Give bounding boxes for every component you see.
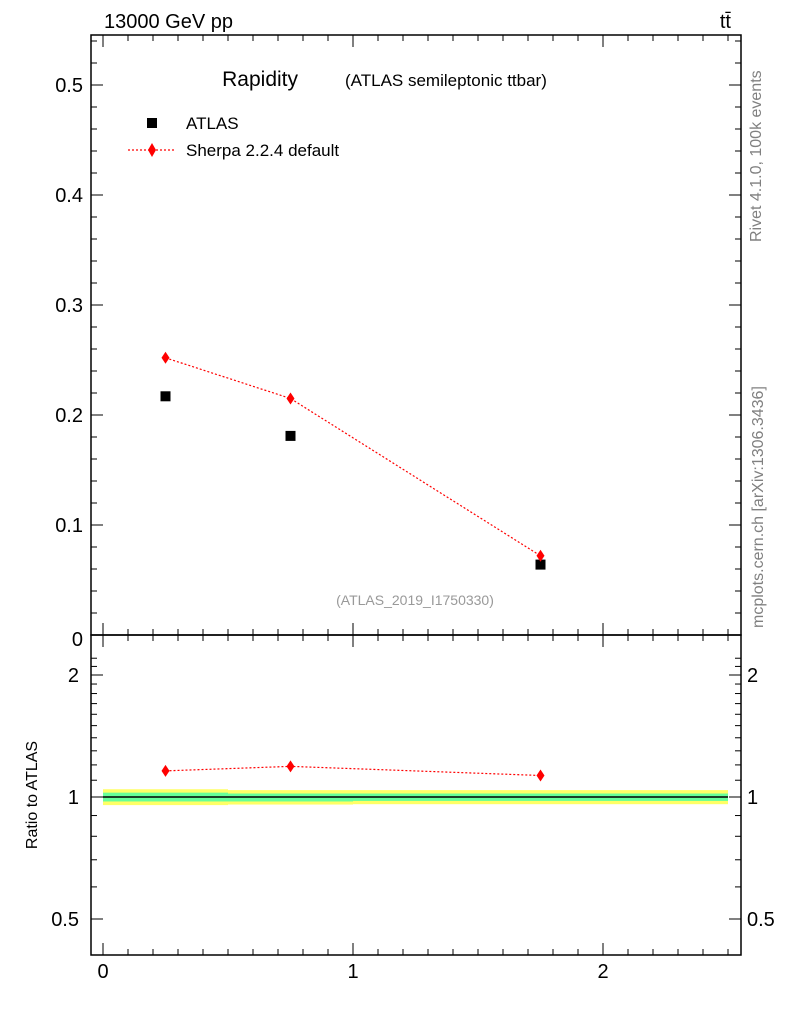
main-y-tick-label: 0.1 xyxy=(55,515,83,537)
ratio-uncertainty-bands xyxy=(103,789,728,806)
main-y-tick-label: 0.4 xyxy=(55,185,83,207)
ratio-y-tick-label-left: 0.5 xyxy=(51,909,79,931)
ratio-sherpa-point xyxy=(536,769,545,782)
atlas-point xyxy=(160,391,171,402)
sherpa-point xyxy=(536,549,545,562)
atlas-point xyxy=(535,559,546,570)
ratio-panel: 0.5 0.5 1 1 2 2 Ratio to ATLAS xyxy=(24,634,775,956)
legend: ATLAS Sherpa 2.2.4 default xyxy=(128,114,339,160)
x-tick-label: 2 xyxy=(597,961,608,983)
ratio-y-tick-label-right: 2 xyxy=(747,665,758,687)
x-tick-labels: 0 1 2 xyxy=(97,961,608,983)
ratio-y-tick-label-left: 1 xyxy=(68,787,79,809)
legend-label-sherpa: Sherpa 2.2.4 default xyxy=(186,141,339,160)
x-tick-label: 0 xyxy=(97,961,108,983)
ratio-axis-ticks: 0.5 0.5 1 1 2 2 xyxy=(51,635,775,955)
ratio-y-tick-label-right: 1 xyxy=(747,787,758,809)
main-y-tick-label: 0.2 xyxy=(55,405,83,427)
ratio-y-tick-label-right: 0.5 xyxy=(747,909,775,931)
legend-label-atlas: ATLAS xyxy=(186,114,239,133)
mcplots-label: mcplots.cern.ch [arXiv:1306.3436] xyxy=(750,386,767,628)
analysis-watermark: (ATLAS_2019_I1750330) xyxy=(336,592,494,608)
chart-title: Rapidity xyxy=(222,68,298,91)
energy-label: 13000 GeV pp xyxy=(104,11,233,33)
process-label: tt̄ xyxy=(720,11,732,33)
main-y-tick-label: 0.5 xyxy=(55,75,83,97)
ratio-frame xyxy=(90,634,742,956)
ratio-sherpa-line xyxy=(165,765,541,777)
ratio-sherpa-point xyxy=(161,764,170,777)
legend-marker-atlas xyxy=(147,118,157,128)
x-tick-label: 1 xyxy=(347,961,358,983)
atlas-point xyxy=(285,430,296,441)
rivet-label: Rivet 4.1.0, 100k events xyxy=(748,70,765,242)
sherpa-point xyxy=(161,351,170,364)
sherpa-line xyxy=(165,357,541,557)
main-y-tick-label: 0.3 xyxy=(55,295,83,317)
main-panel: Rapidity (ATLAS semileptonic ttbar) (ATL… xyxy=(55,34,742,651)
ratio-y-tick-label-left: 2 xyxy=(68,665,79,687)
sherpa-point xyxy=(286,392,295,405)
ratio-ylabel: Ratio to ATLAS xyxy=(24,741,41,849)
chart-subtitle: (ATLAS semileptonic ttbar) xyxy=(345,71,547,90)
main-axis-ticks: 0 0.1 0.2 0.3 0.4 0.5 xyxy=(55,35,741,651)
legend-marker-sherpa xyxy=(148,143,156,157)
main-y-tick-label: 0 xyxy=(72,629,83,651)
ratio-data-marks xyxy=(161,760,545,782)
main-data-marks xyxy=(160,351,546,570)
ratio-sherpa-point xyxy=(286,760,295,773)
